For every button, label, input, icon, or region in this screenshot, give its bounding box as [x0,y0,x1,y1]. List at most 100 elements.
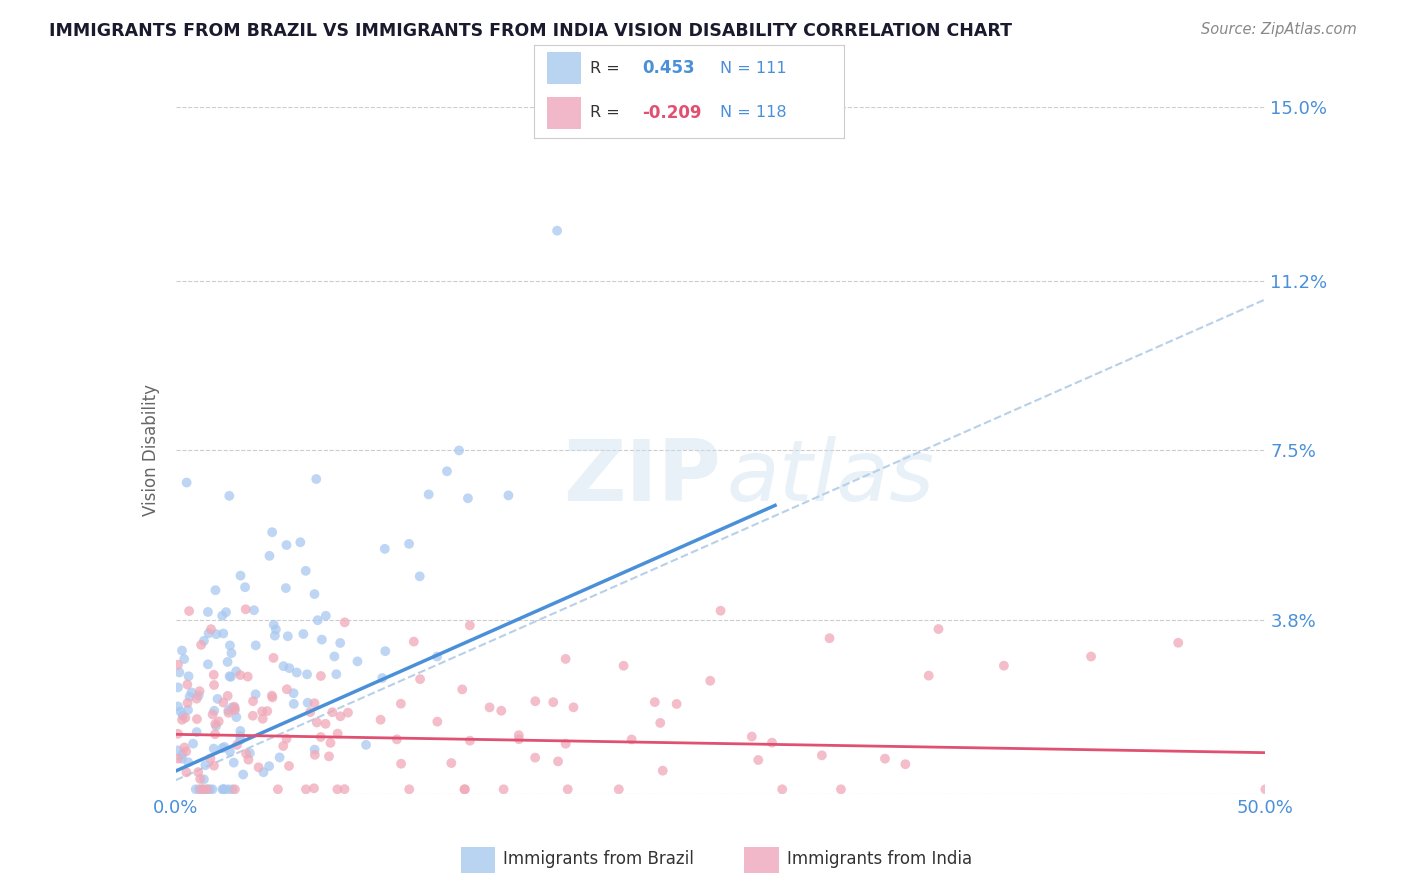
Point [263,617,285,632]
Point [235,602,257,616]
Point [229,723,252,738]
Point [873,752,896,766]
Text: N = 118: N = 118 [720,105,786,120]
Point [318,749,340,764]
Point [447,443,470,458]
Point [541,695,564,709]
Point [1080,649,1102,664]
Point [305,472,328,486]
Point [245,638,267,652]
Point [524,750,547,764]
Point [217,655,239,669]
Point [225,710,247,724]
Point [271,739,294,753]
Point [371,671,394,685]
Point [257,759,280,773]
Point [201,782,224,797]
Point [1167,636,1189,650]
Point [224,703,246,717]
Point [188,684,211,698]
Point [217,703,239,717]
Point [274,581,297,595]
Point [304,587,326,601]
Point [167,699,190,714]
Point [198,782,221,797]
Point [229,568,252,582]
Point [811,748,834,763]
Point [453,782,475,797]
Point [458,733,481,747]
Point [245,687,267,701]
Point [458,618,481,632]
Point [194,758,217,772]
Point [993,658,1015,673]
Point [329,636,352,650]
Point [276,731,298,746]
Point [204,727,226,741]
Point [187,765,209,780]
Point [221,782,243,797]
Point [212,782,235,797]
Point [173,652,195,666]
Point [260,689,283,703]
Point [290,535,312,549]
Point [333,782,356,797]
Point [218,489,240,503]
Point [326,782,349,797]
FancyBboxPatch shape [547,52,581,84]
Point [710,604,733,618]
Point [311,632,333,647]
Point [202,678,225,692]
Text: N = 111: N = 111 [720,61,786,76]
Point [200,751,222,765]
Point [215,605,238,619]
Point [239,746,262,760]
Point [233,580,256,594]
Point [207,691,229,706]
Point [325,667,347,681]
Point [212,696,235,710]
Point [232,767,254,781]
Point [747,753,769,767]
Point [181,737,204,751]
Point [186,712,208,726]
Point [830,782,852,797]
Point [193,782,215,797]
Point [217,689,239,703]
Point [197,626,219,640]
Point [212,626,235,640]
Point [554,652,576,666]
Point [323,649,346,664]
Point [278,759,301,773]
Point [195,782,218,797]
Point [262,525,284,540]
Point [167,743,190,757]
Point [326,726,349,740]
Point [211,608,233,623]
Text: Immigrants from Brazil: Immigrants from Brazil [503,849,695,868]
Point [436,464,458,478]
Point [370,713,392,727]
Point [224,782,246,797]
Point [699,673,721,688]
Point [321,705,343,719]
Point [259,549,281,563]
Point [190,638,212,652]
Point [498,488,520,502]
Point [426,649,449,664]
Point [218,669,240,683]
Point [204,717,226,731]
Point [398,782,420,797]
Point [208,714,231,729]
Point [200,622,222,636]
Point [222,756,245,770]
Point [333,615,356,630]
Point [236,670,259,684]
Point [252,712,274,726]
Point [176,696,198,710]
Point [212,782,235,797]
Point [167,681,190,695]
Point [409,672,432,686]
Point [304,696,326,710]
Point [385,732,408,747]
